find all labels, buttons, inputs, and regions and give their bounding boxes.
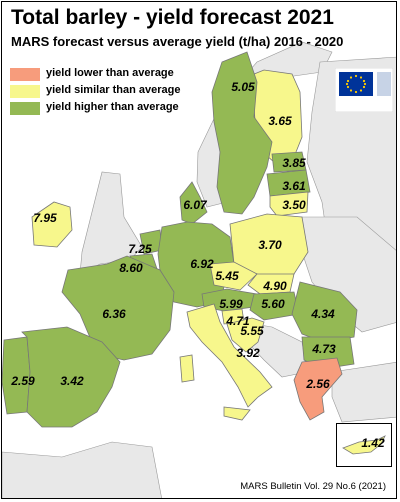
value-latvia: 3.61 xyxy=(282,179,306,193)
cyprus-inset xyxy=(336,423,392,467)
value-spain: 3.42 xyxy=(60,374,84,388)
hungary-shape xyxy=(249,291,300,321)
croatia-shape xyxy=(226,317,265,353)
lithuania-shape xyxy=(269,191,309,217)
ireland-shape xyxy=(31,201,73,248)
value-portugal: 2.59 xyxy=(11,374,35,388)
cyprus-shape xyxy=(342,435,386,455)
value-denmark: 6.07 xyxy=(183,198,207,212)
eu-commission-logo xyxy=(335,68,393,112)
value-italy: 3.92 xyxy=(236,346,260,360)
legend-swatch-lower xyxy=(10,68,40,81)
value-bulgaria: 4.73 xyxy=(312,342,336,356)
turkey-land xyxy=(331,361,396,423)
spain-shape xyxy=(21,326,121,428)
north-africa-land xyxy=(2,441,162,498)
legend-label-higher: yield higher than average xyxy=(46,101,179,113)
value-sweden: 3.65 xyxy=(268,114,292,128)
value-france: 6.36 xyxy=(102,307,126,321)
sicily-shape xyxy=(223,406,251,421)
value-lithuania: 3.50 xyxy=(282,198,306,212)
sweden-shape xyxy=(211,51,273,215)
footer-source: MARS Bulletin Vol. 29 No.6 (2021) xyxy=(240,481,386,492)
legend-swatch-higher xyxy=(10,102,40,115)
denmark-shape xyxy=(179,181,208,225)
value-slovenia: 4.71 xyxy=(226,314,250,328)
czechia-shape xyxy=(209,261,258,291)
value-hungary: 5.60 xyxy=(261,297,285,311)
value-slovakia: 4.90 xyxy=(263,279,287,293)
value-czechia: 5.45 xyxy=(215,269,239,283)
legend-label-lower: yield lower than average xyxy=(46,67,174,79)
legend-label-similar: yield similar than average xyxy=(46,84,181,96)
latvia-shape xyxy=(266,169,311,197)
value-romania: 4.34 xyxy=(311,307,335,321)
value-estonia: 3.85 xyxy=(282,156,306,170)
sardinia-shape xyxy=(179,354,195,383)
value-greece: 2.56 xyxy=(306,377,330,391)
value-cyprus: 1.42 xyxy=(361,436,385,450)
value-germany: 6.92 xyxy=(190,257,214,271)
value-belgium: 8.60 xyxy=(119,261,143,275)
italy-shape xyxy=(186,303,273,408)
legend-swatch-similar xyxy=(10,85,40,98)
cyprus-inset-map xyxy=(342,435,386,455)
eu-countries xyxy=(2,51,358,428)
map-subtitle: MARS forecast versus average yield (t/ha… xyxy=(11,34,344,49)
france-shape xyxy=(61,255,175,361)
map-title: Total barley - yield forecast 2021 xyxy=(11,6,334,29)
value-netherlands: 7.25 xyxy=(128,242,152,256)
value-ireland: 7.95 xyxy=(33,211,57,225)
belarus-ukraine-land xyxy=(301,216,396,333)
greece-shape xyxy=(293,357,343,421)
value-poland: 3.70 xyxy=(258,238,282,252)
value-austria: 5.99 xyxy=(219,297,243,311)
value-croatia: 5.55 xyxy=(240,324,264,338)
value-finland: 5.05 xyxy=(231,80,255,94)
